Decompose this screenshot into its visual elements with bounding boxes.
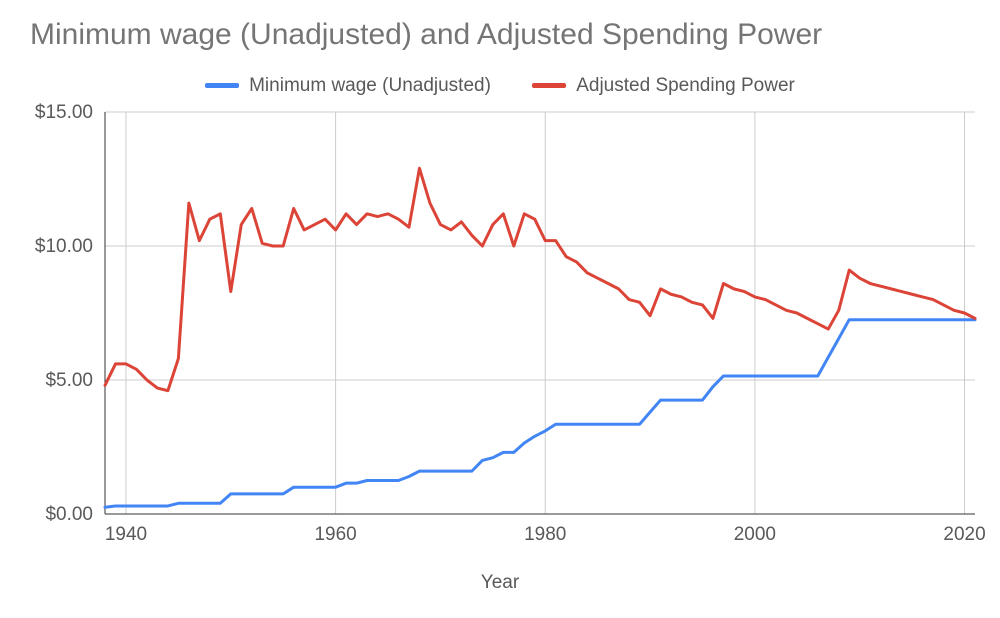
svg-text:2000: 2000 — [734, 524, 776, 545]
svg-text:1940: 1940 — [105, 524, 147, 545]
chart-plot: $0.00 $5.00 $10.00 $15.00 1940 1960 1980 2000 20… — [0, 0, 1000, 618]
x-axis-title: Year — [0, 572, 1000, 594]
svg-text:2020: 2020 — [943, 524, 985, 545]
svg-text:$15.00: $15.00 — [35, 102, 93, 123]
chart-container: Minimum wage (Unadjusted) and Adjusted S… — [0, 0, 1000, 618]
svg-text:$10.00: $10.00 — [35, 236, 93, 257]
svg-text:$0.00: $0.00 — [45, 504, 93, 525]
svg-text:$5.00: $5.00 — [45, 370, 93, 391]
svg-text:1960: 1960 — [314, 524, 356, 545]
svg-text:1980: 1980 — [524, 524, 566, 545]
